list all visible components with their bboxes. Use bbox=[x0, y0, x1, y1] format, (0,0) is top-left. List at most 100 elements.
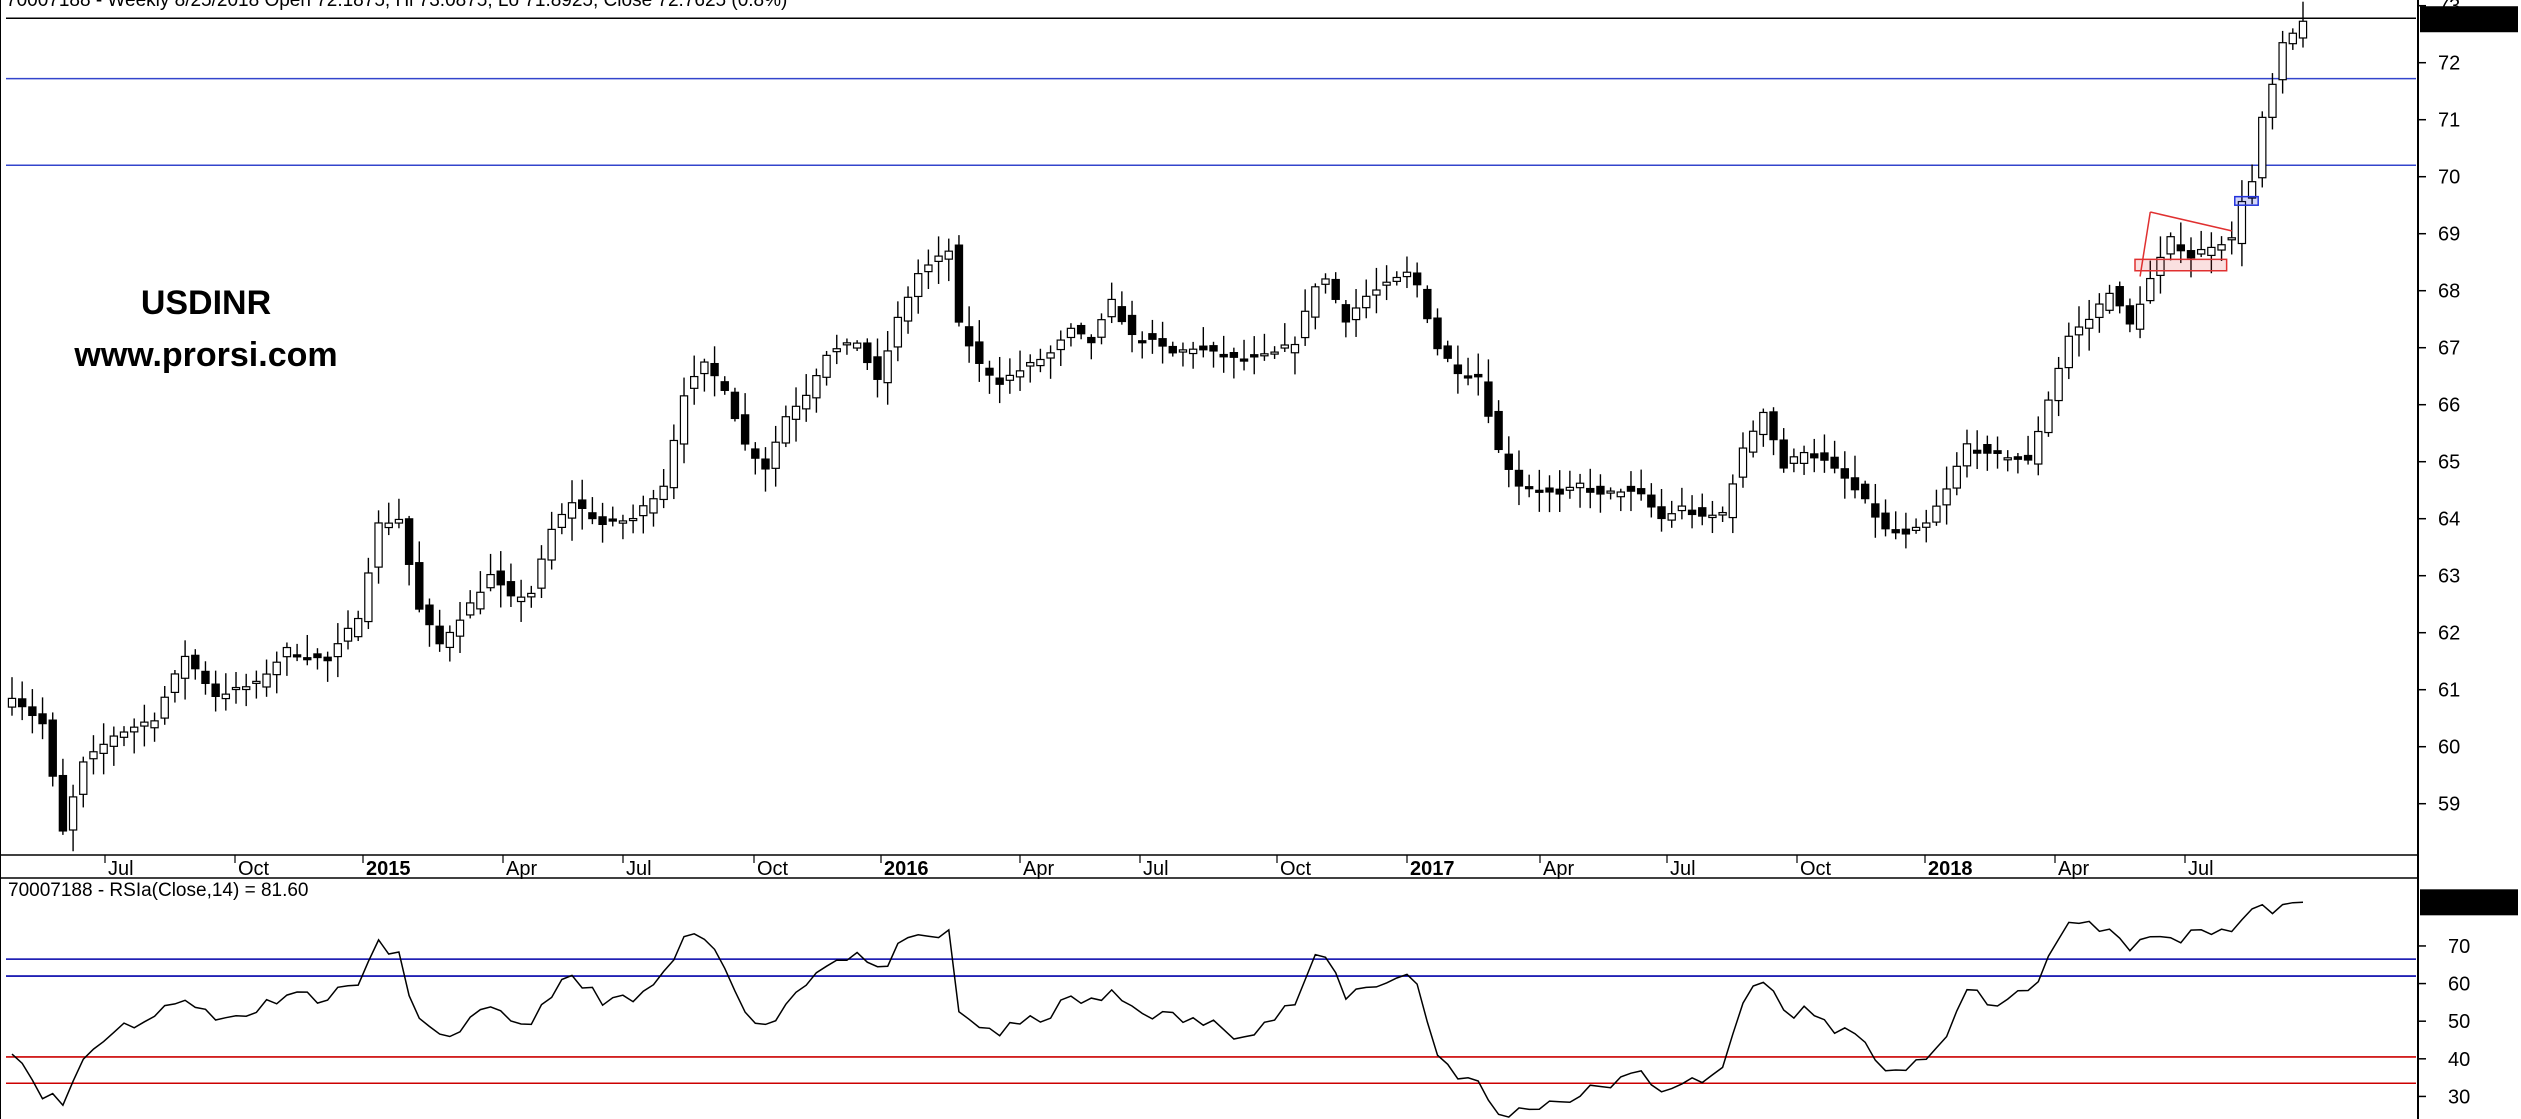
candle-body-down bbox=[1514, 469, 1524, 487]
candle-body-up bbox=[1392, 276, 1401, 282]
candle-body-down bbox=[863, 342, 872, 364]
candle bbox=[1117, 291, 1127, 325]
candle bbox=[1066, 323, 1076, 347]
candle bbox=[1056, 330, 1065, 367]
candle bbox=[557, 503, 567, 535]
candle bbox=[1474, 353, 1483, 396]
candle-body-down bbox=[740, 414, 750, 445]
candle-body-up bbox=[89, 751, 98, 760]
candle bbox=[516, 579, 526, 622]
candle-body-up bbox=[812, 375, 821, 399]
candle bbox=[2034, 416, 2043, 476]
candle-body-up bbox=[771, 441, 780, 469]
candle bbox=[476, 571, 485, 615]
candle bbox=[781, 405, 791, 448]
candle bbox=[1280, 323, 1289, 353]
candle bbox=[68, 784, 78, 852]
candle-body-down bbox=[1830, 456, 1839, 469]
candle-body-up bbox=[944, 250, 953, 260]
candle-body-up bbox=[129, 726, 139, 733]
candle-body-up bbox=[1036, 358, 1045, 367]
candle-body-up bbox=[1616, 491, 1625, 498]
candle-body-up bbox=[679, 395, 689, 445]
candle bbox=[1789, 448, 1799, 473]
candle bbox=[89, 735, 98, 775]
rsi-tick-label: 70 bbox=[2448, 936, 2470, 958]
candle-body-up bbox=[2146, 277, 2155, 302]
candle-body-down bbox=[1239, 358, 1249, 362]
candle-body-down bbox=[1535, 489, 1544, 493]
candle-body-up bbox=[150, 720, 159, 729]
candle bbox=[934, 236, 943, 284]
candle bbox=[2044, 391, 2053, 437]
candle-body-down bbox=[2186, 250, 2196, 259]
candle-body-down bbox=[292, 654, 302, 658]
candle-body-down bbox=[2115, 286, 2124, 307]
candle-body-up bbox=[2034, 430, 2043, 465]
candle bbox=[140, 704, 149, 747]
candle bbox=[700, 358, 709, 392]
candle-body-up bbox=[639, 505, 648, 517]
candle-body-up bbox=[2105, 292, 2114, 311]
rsi-panel-title: 70007188 - RSIa(Close,14) = 81.60 bbox=[8, 880, 309, 901]
candle-body-down bbox=[710, 362, 719, 377]
price-tick-label: 60 bbox=[2438, 737, 2460, 759]
candle bbox=[364, 557, 373, 630]
candle-body-up bbox=[466, 602, 475, 616]
price-tick-label: 62 bbox=[2438, 623, 2460, 645]
date-label: Oct bbox=[757, 858, 789, 880]
candle-body-down bbox=[588, 512, 597, 520]
rsi-tick-label: 40 bbox=[2448, 1049, 2470, 1071]
date-label: 2015 bbox=[366, 858, 411, 880]
candle-body-down bbox=[1524, 486, 1534, 490]
price-tick-label: 64 bbox=[2438, 509, 2460, 531]
candle-body-down bbox=[1168, 345, 1177, 354]
candle-body-up bbox=[445, 631, 455, 649]
candle-body-up bbox=[1799, 451, 1809, 464]
candle bbox=[1708, 500, 1717, 534]
candle-body-up bbox=[883, 350, 892, 384]
candle bbox=[720, 376, 729, 395]
candle-body-up bbox=[1188, 348, 1198, 355]
candle-body-up bbox=[272, 661, 281, 676]
candle bbox=[649, 489, 658, 527]
rsi-line bbox=[11, 901, 2304, 1118]
candle bbox=[1321, 273, 1330, 294]
candle-body-up bbox=[903, 296, 913, 322]
candle bbox=[1158, 321, 1167, 364]
candle-body-up bbox=[1311, 286, 1320, 318]
candle bbox=[1698, 493, 1707, 526]
candle-body-down bbox=[1076, 324, 1086, 335]
candle-body-down bbox=[1993, 450, 2002, 454]
candle bbox=[893, 301, 903, 362]
candle bbox=[2298, 1, 2308, 48]
candle-body-down bbox=[1687, 509, 1697, 516]
candle bbox=[588, 497, 597, 525]
candle-body-up bbox=[1290, 343, 1300, 354]
candle-body-down bbox=[1504, 453, 1513, 470]
candle-body-down bbox=[2023, 454, 2033, 461]
candle-body-down bbox=[1474, 373, 1483, 378]
candle-body-up bbox=[1270, 351, 1279, 355]
date-label: Apr bbox=[1543, 858, 1574, 880]
candle bbox=[119, 726, 129, 747]
candle-body-up bbox=[2288, 32, 2298, 45]
last-rsi-badge bbox=[2420, 889, 2518, 916]
candle-body-down bbox=[1412, 272, 1422, 286]
candle-body-up bbox=[1748, 430, 1758, 453]
candle bbox=[1005, 358, 1015, 394]
candle bbox=[567, 480, 577, 541]
candle bbox=[842, 338, 852, 355]
candle-body-down bbox=[1484, 381, 1493, 417]
date-label: Jul bbox=[1143, 858, 1169, 880]
candle-body-up bbox=[231, 686, 241, 691]
breakout-box-blue bbox=[2234, 195, 2259, 206]
candle-body-down bbox=[415, 562, 424, 610]
candle-body-down bbox=[1087, 336, 1096, 344]
candle bbox=[99, 723, 108, 775]
candle bbox=[466, 590, 475, 619]
candle-body-up bbox=[2237, 200, 2247, 245]
candle bbox=[802, 374, 811, 422]
candle bbox=[1250, 336, 1259, 375]
candle-body-up bbox=[2156, 256, 2165, 277]
